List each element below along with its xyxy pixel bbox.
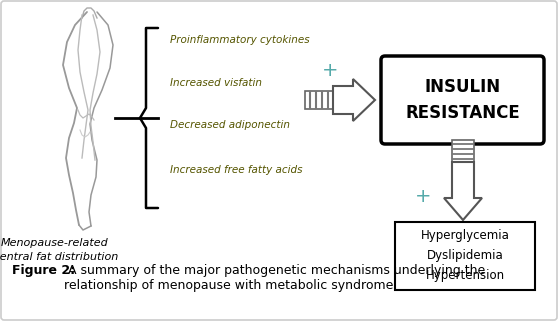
Text: Menopause-related
Central fat distribution: Menopause-related Central fat distributi… bbox=[0, 238, 118, 262]
Text: Proinflammatory cytokines: Proinflammatory cytokines bbox=[170, 35, 310, 45]
Bar bbox=[305, 91, 333, 109]
Text: INSULIN
RESISTANCE: INSULIN RESISTANCE bbox=[405, 79, 520, 122]
FancyArrow shape bbox=[333, 79, 375, 121]
Text: Hyperglycemia
Dyslipidemia
Hypertension: Hyperglycemia Dyslipidemia Hypertension bbox=[421, 230, 509, 282]
FancyBboxPatch shape bbox=[381, 56, 544, 144]
Text: +: + bbox=[415, 187, 431, 205]
Bar bbox=[395, 222, 535, 290]
Text: Increased free fatty acids: Increased free fatty acids bbox=[170, 165, 302, 175]
Text: A summary of the major pathogenetic mechanisms underlying the relationship of me: A summary of the major pathogenetic mech… bbox=[64, 264, 485, 292]
Text: +: + bbox=[322, 60, 338, 80]
Text: Increased visfatin: Increased visfatin bbox=[170, 78, 262, 88]
Text: Decreased adiponectin: Decreased adiponectin bbox=[170, 120, 290, 130]
FancyArrow shape bbox=[444, 162, 482, 220]
Bar bbox=[452, 140, 474, 162]
Text: Figure 2:: Figure 2: bbox=[12, 264, 75, 277]
